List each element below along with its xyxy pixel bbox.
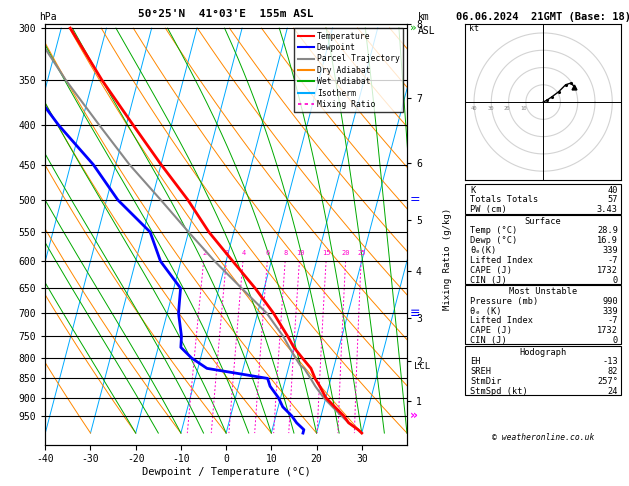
Text: 20: 20 xyxy=(342,250,350,256)
Text: 16.9: 16.9 xyxy=(597,236,618,245)
Text: Mixing Ratio (g/kg): Mixing Ratio (g/kg) xyxy=(443,208,452,310)
X-axis label: Dewpoint / Temperature (°C): Dewpoint / Temperature (°C) xyxy=(142,467,311,477)
Text: CAPE (J): CAPE (J) xyxy=(470,266,512,275)
Text: 50°25'N  41°03'E  155m ASL: 50°25'N 41°03'E 155m ASL xyxy=(138,9,314,19)
Bar xyxy=(465,184,621,213)
Text: CAPE (J): CAPE (J) xyxy=(470,326,512,335)
Legend: Temperature, Dewpoint, Parcel Trajectory, Dry Adiabat, Wet Adiabat, Isotherm, Mi: Temperature, Dewpoint, Parcel Trajectory… xyxy=(294,28,403,112)
Text: Most Unstable: Most Unstable xyxy=(509,287,577,296)
Text: Lifted Index: Lifted Index xyxy=(470,316,533,325)
Text: 28.9: 28.9 xyxy=(597,226,618,235)
Text: »: » xyxy=(410,409,418,422)
Text: hPa: hPa xyxy=(39,12,57,22)
Text: Totals Totals: Totals Totals xyxy=(470,195,538,204)
Text: 339: 339 xyxy=(602,246,618,255)
Text: CIN (J): CIN (J) xyxy=(470,276,507,284)
Text: -7: -7 xyxy=(608,256,618,265)
Text: EH: EH xyxy=(470,357,481,366)
Text: Surface: Surface xyxy=(525,217,562,226)
Bar xyxy=(465,346,621,395)
Text: 40: 40 xyxy=(608,186,618,194)
Text: -7: -7 xyxy=(608,316,618,325)
Text: 24: 24 xyxy=(608,387,618,396)
Text: Temp (°C): Temp (°C) xyxy=(470,226,517,235)
Text: ASL: ASL xyxy=(418,26,436,36)
Text: 3: 3 xyxy=(225,250,229,256)
Text: SREH: SREH xyxy=(470,367,491,376)
Text: θₑ(K): θₑ(K) xyxy=(470,246,496,255)
Text: 57: 57 xyxy=(608,195,618,204)
Text: 0: 0 xyxy=(613,336,618,345)
Text: Hodograph: Hodograph xyxy=(520,348,567,357)
Text: 3.43: 3.43 xyxy=(597,205,618,214)
Bar xyxy=(465,285,621,345)
Text: 1732: 1732 xyxy=(597,326,618,335)
Text: θₑ (K): θₑ (K) xyxy=(470,307,501,315)
Text: 40: 40 xyxy=(471,106,477,111)
Text: LCL: LCL xyxy=(414,362,430,371)
Text: 990: 990 xyxy=(602,296,618,306)
Text: 25: 25 xyxy=(357,250,365,256)
Text: 339: 339 xyxy=(602,307,618,315)
Text: 0: 0 xyxy=(613,276,618,284)
Text: Pressure (mb): Pressure (mb) xyxy=(470,296,538,306)
Text: kt: kt xyxy=(469,24,479,33)
Text: © weatheronline.co.uk: © weatheronline.co.uk xyxy=(492,433,594,442)
Text: 82: 82 xyxy=(608,367,618,376)
Text: ≡: ≡ xyxy=(410,307,421,320)
Text: 2: 2 xyxy=(203,250,206,256)
Bar xyxy=(465,215,621,284)
Text: K: K xyxy=(470,186,475,194)
Text: StmDir: StmDir xyxy=(470,377,501,386)
Text: 10: 10 xyxy=(520,106,526,111)
Text: PW (cm): PW (cm) xyxy=(470,205,507,214)
Text: Dewp (°C): Dewp (°C) xyxy=(470,236,517,245)
Text: =: = xyxy=(410,193,421,207)
Text: StmSpd (kt): StmSpd (kt) xyxy=(470,387,528,396)
Text: 10: 10 xyxy=(296,250,304,256)
Text: »: » xyxy=(410,23,417,33)
Text: 20: 20 xyxy=(504,106,510,111)
Text: 4: 4 xyxy=(242,250,246,256)
Text: Lifted Index: Lifted Index xyxy=(470,256,533,265)
Text: -13: -13 xyxy=(602,357,618,366)
Text: 15: 15 xyxy=(322,250,331,256)
Text: 8: 8 xyxy=(284,250,288,256)
Text: 30: 30 xyxy=(487,106,494,111)
Text: CIN (J): CIN (J) xyxy=(470,336,507,345)
Text: 06.06.2024  21GMT (Base: 18): 06.06.2024 21GMT (Base: 18) xyxy=(455,12,629,22)
Text: 257°: 257° xyxy=(597,377,618,386)
Text: km: km xyxy=(418,12,430,22)
Text: 1732: 1732 xyxy=(597,266,618,275)
Text: 6: 6 xyxy=(266,250,270,256)
